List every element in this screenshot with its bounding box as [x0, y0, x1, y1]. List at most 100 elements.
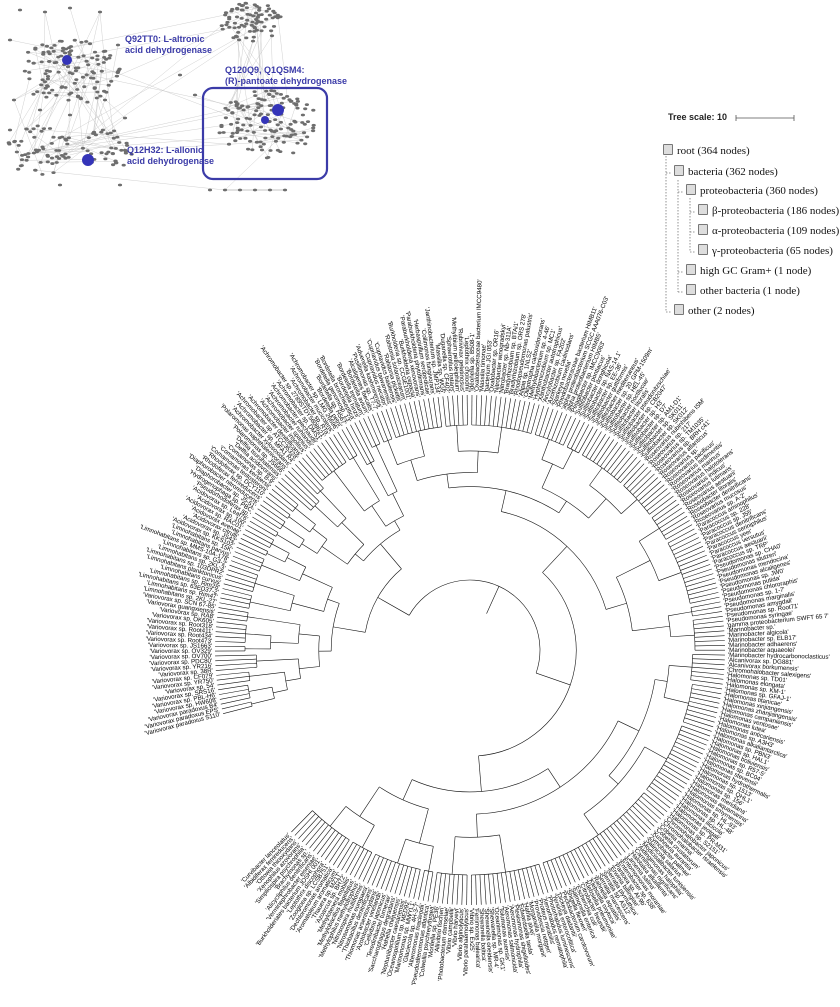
- network-node: [254, 109, 259, 113]
- tree-branch: [654, 778, 680, 797]
- tree-branch: [461, 874, 464, 905]
- network-node: [258, 125, 264, 129]
- network-edge: [76, 79, 116, 149]
- network-node: [34, 150, 40, 154]
- legend-checkbox[interactable]: [686, 264, 696, 275]
- tree-branch: [536, 672, 571, 686]
- network-node: [31, 61, 36, 65]
- network-node: [35, 124, 40, 128]
- network-node: [63, 51, 68, 55]
- tree-branch: [317, 445, 336, 470]
- tree-branch: [456, 425, 459, 452]
- network-node: [249, 23, 254, 27]
- legend-item-root[interactable]: root (364 nodes): [663, 144, 750, 157]
- tree-branch: [309, 451, 329, 476]
- tree-branch: [582, 428, 598, 456]
- network-node: [177, 73, 183, 77]
- network-node: [105, 132, 110, 136]
- network-node: [33, 47, 38, 51]
- legend-item-other[interactable]: other (2 nodes): [674, 304, 755, 317]
- network-node: [96, 62, 101, 66]
- network-node: [73, 66, 78, 70]
- legend-checkbox[interactable]: [686, 184, 696, 195]
- network-node: [304, 103, 309, 106]
- tree-branch: [687, 705, 718, 714]
- network-node: [265, 4, 270, 7]
- network-node: [245, 129, 250, 133]
- network-edge: [65, 138, 116, 162]
- tree-branch: [518, 400, 526, 431]
- legend-checkbox[interactable]: [698, 244, 708, 255]
- tree-branch: [309, 824, 329, 849]
- legend-checkbox[interactable]: [698, 224, 708, 235]
- network-node: [292, 102, 297, 105]
- legend-item-beta-proteobacteria[interactable]: β-proteobacteria (186 nodes): [698, 204, 839, 217]
- tree-scale-label: Tree scale: 10: [668, 112, 728, 122]
- tree-branch: [685, 577, 715, 587]
- tree-leaf-labels: 'Variovorax paradoxus S110''Variovorax p…: [138, 279, 830, 986]
- network-node: [223, 11, 229, 15]
- tree-branch: [694, 645, 725, 647]
- legend-item-bacteria[interactable]: bacteria (362 nodes): [674, 165, 778, 178]
- network-node: [45, 75, 51, 78]
- tree-branch: [299, 566, 307, 581]
- tree-branch: [599, 833, 618, 859]
- network-node: [251, 14, 256, 18]
- tree-branch: [260, 504, 286, 523]
- legend-checkbox[interactable]: [663, 144, 673, 155]
- network-node: [219, 24, 224, 27]
- network-node: [230, 132, 235, 135]
- tree-branch: [215, 636, 246, 639]
- tree-branch: [673, 541, 702, 555]
- network-node: [252, 113, 257, 117]
- tree-branch: [562, 854, 576, 883]
- network-node: [57, 183, 63, 187]
- network-node: [236, 25, 242, 29]
- tree-branch: [278, 481, 312, 511]
- tree-branch: [616, 820, 637, 844]
- network-node: [291, 129, 296, 133]
- tree-branch: [583, 813, 599, 836]
- legend-item-proteobacteria[interactable]: proteobacteria (360 nodes): [686, 184, 818, 197]
- legend-item-alpha-proteobacteria[interactable]: α-proteobacteria (109 nodes): [698, 224, 839, 237]
- tree-branch: [478, 755, 482, 792]
- tree-branch: [629, 808, 651, 831]
- tree-branch: [530, 866, 540, 896]
- network-node: [300, 113, 305, 117]
- legend-checkbox[interactable]: [674, 165, 684, 176]
- label-q92tt0-line2: acid dehydrogenase: [125, 45, 213, 55]
- network-node: [117, 67, 122, 71]
- tree-branch: [337, 431, 354, 458]
- legend-checkbox[interactable]: [698, 204, 708, 215]
- tree-branch: [276, 534, 300, 549]
- network-edge: [111, 44, 119, 82]
- network-node: [40, 43, 45, 47]
- network-node: [257, 114, 262, 117]
- tree-branch: [222, 705, 253, 714]
- tree-branch: [265, 496, 291, 516]
- label-q120q9: Q120Q9, Q1QSM4: (R)-pantoate dehydrogena…: [225, 65, 347, 87]
- tree-branch: [558, 500, 567, 514]
- network-node: [244, 6, 249, 10]
- network-node: [102, 56, 107, 59]
- network-node: [39, 83, 44, 87]
- tree-branch: [358, 420, 373, 448]
- tree-branch: [669, 753, 697, 768]
- network-node: [56, 70, 61, 74]
- tree-branch: [359, 786, 380, 817]
- tree-branch: [694, 640, 725, 642]
- network-node: [227, 17, 232, 21]
- legend-item-high-gc-gram[interactable]: high GC Gram+ (1 node): [686, 264, 811, 277]
- network-node: [46, 50, 51, 54]
- tree-branch: [509, 399, 516, 429]
- network-edge: [238, 39, 275, 112]
- network-node: [26, 59, 31, 63]
- legend-checkbox[interactable]: [686, 284, 696, 295]
- tree-branch: [623, 814, 645, 837]
- legend-checkbox[interactable]: [674, 304, 684, 315]
- legend-item-other-bacteria[interactable]: other bacteria (1 node): [686, 284, 800, 297]
- network-edge: [277, 15, 288, 97]
- legend-item-gamma-proteobacteria[interactable]: γ-proteobacteria (65 nodes): [698, 244, 833, 257]
- tree-branch: [646, 789, 671, 809]
- network-node: [109, 146, 114, 150]
